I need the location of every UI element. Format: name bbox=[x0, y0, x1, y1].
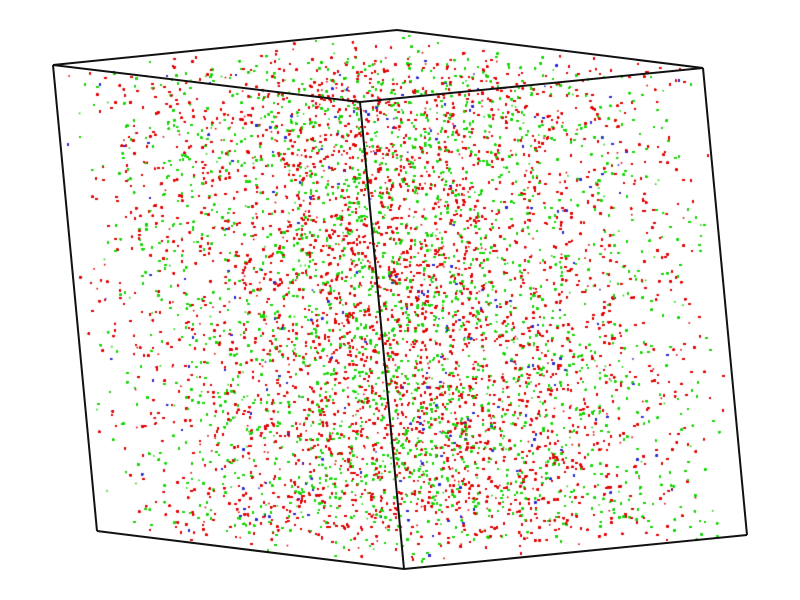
particle-cloud bbox=[0, 0, 800, 600]
simulation-viewport[interactable] bbox=[0, 0, 800, 600]
